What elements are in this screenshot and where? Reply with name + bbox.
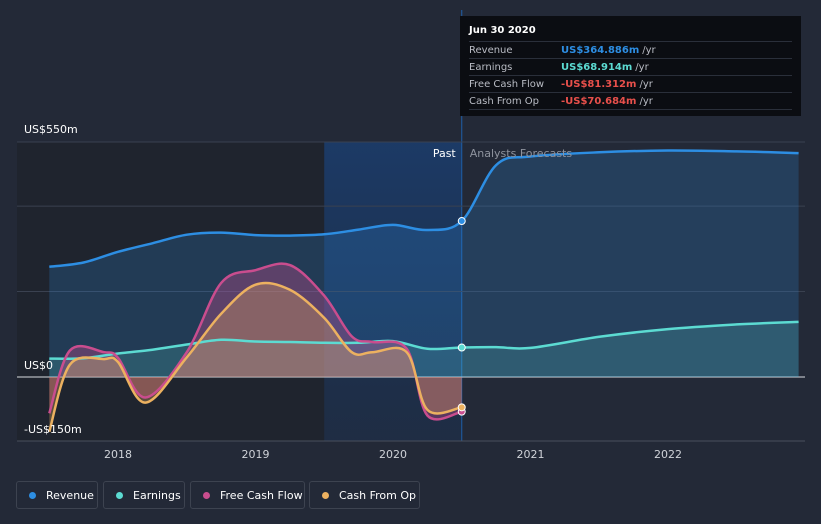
tooltip-row-free-cash-flow: Free Cash Flow -US$81.312m/yr (469, 75, 792, 92)
x-tick-label: 2020 (379, 448, 407, 461)
free-cash-flow-line (48, 262, 463, 421)
revenue-dot-icon (29, 491, 36, 499)
tooltip-label: Cash From Op (469, 96, 540, 107)
cash-from-op-marker (457, 403, 466, 412)
tooltip-label: Free Cash Flow (469, 79, 545, 90)
tooltip-row-earnings: Earnings US$68.914m/yr (469, 58, 792, 75)
tooltip-value: US$364.886m/yr (561, 45, 656, 56)
revenue-area (49, 150, 799, 377)
y-axis-zero-label: US$0 (24, 359, 53, 372)
x-tick-label: 2022 (654, 448, 682, 461)
legend-item-free-cash-flow[interactable]: Free Cash Flow (190, 481, 305, 509)
tooltip-value: -US$70.684m/yr (561, 96, 653, 107)
legend-item-earnings[interactable]: Earnings (103, 481, 185, 509)
free-cash-flow-dot-icon (203, 491, 210, 499)
tooltip: Jun 30 2020 Revenue US$364.886m/yr Earni… (460, 16, 801, 116)
cash-from-op-line (48, 281, 463, 433)
tooltip-value: -US$81.312m/yr (561, 79, 653, 90)
y-axis-top-label: US$550m (24, 123, 78, 136)
past-label: Past (433, 147, 457, 160)
x-tick-label: 2018 (104, 448, 132, 461)
tooltip-row-revenue: Revenue US$364.886m/yr (469, 41, 792, 58)
legend-label: Earnings (133, 488, 181, 502)
tooltip-label: Revenue (469, 45, 513, 56)
x-tick-label: 2021 (517, 448, 545, 461)
legend-label: Cash From Op (339, 488, 417, 502)
tooltip-row-cash-from-op: Cash From Op -US$70.684m/yr (469, 92, 792, 110)
x-tick-label: 2019 (242, 448, 270, 461)
legend-label: Free Cash Flow (220, 488, 303, 502)
earnings-line (49, 320, 799, 360)
earnings-dot-icon (116, 491, 123, 499)
earnings-marker (457, 343, 466, 352)
revenue-marker (457, 217, 466, 226)
forecast-label: Analysts Forecasts (470, 147, 573, 160)
legend-label: Revenue (46, 488, 94, 502)
tooltip-value: US$68.914m/yr (561, 62, 649, 73)
cash-from-op-dot-icon (322, 491, 329, 499)
revenue-line (49, 149, 799, 269)
legend-item-cash-from-op[interactable]: Cash From Op (309, 481, 420, 509)
y-axis-bottom-label: -US$150m (24, 423, 82, 436)
tooltip-label: Earnings (469, 62, 513, 73)
tooltip-date: Jun 30 2020 (469, 25, 536, 36)
legend-item-revenue[interactable]: Revenue (16, 481, 98, 509)
